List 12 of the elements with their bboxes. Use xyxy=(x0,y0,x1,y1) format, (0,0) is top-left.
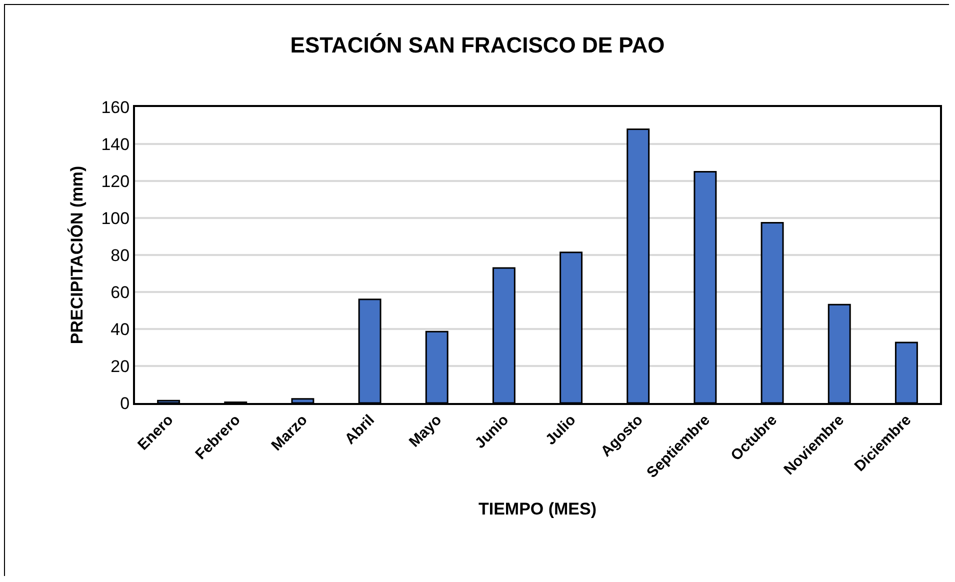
y-tick-label: 60 xyxy=(110,282,130,302)
y-tick-label: 120 xyxy=(101,172,130,191)
y-tick-label: 80 xyxy=(110,246,130,265)
y-tick-label: 20 xyxy=(110,356,130,376)
y-tick-label: 100 xyxy=(101,208,130,228)
y-axis-title: PRECIPITACIÓN (mm) xyxy=(66,166,86,344)
y-tick-label: 140 xyxy=(101,134,130,154)
x-axis-title: TIEMPO (MES) xyxy=(478,499,597,518)
y-tick-label: 0 xyxy=(120,394,130,413)
chart-title: ESTACIÓN SAN FRACISCO DE PAO xyxy=(290,32,665,58)
y-tick-label: 160 xyxy=(101,98,130,117)
y-tick-label: 40 xyxy=(110,320,130,339)
